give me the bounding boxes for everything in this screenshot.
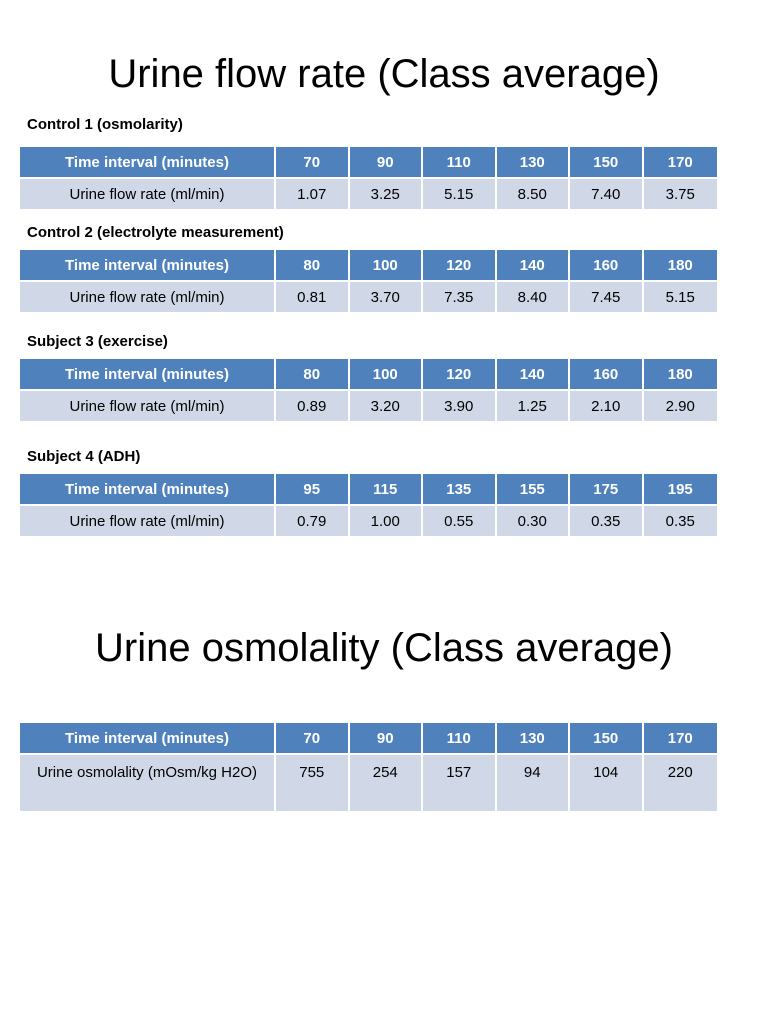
table-header-row: Time interval (minutes) 70 90 110 130 15… <box>20 723 717 755</box>
table-header-row: Time interval (minutes) 80 100 120 140 1… <box>20 359 717 391</box>
flow-rate-title: Urine flow rate (Class average) <box>108 52 660 96</box>
value-cell: 254 <box>349 755 423 811</box>
value-cell: 0.35 <box>643 506 717 536</box>
time-cell: 130 <box>496 723 570 755</box>
header-label-cell: Time interval (minutes) <box>20 147 276 179</box>
time-cell: 140 <box>496 250 570 282</box>
header-label-cell: Time interval (minutes) <box>20 250 276 282</box>
subject-3-table: Time interval (minutes) 80 100 120 140 1… <box>20 359 717 421</box>
value-cell: 104 <box>570 755 644 811</box>
time-cell: 100 <box>349 359 423 391</box>
table-row: Urine osmolality (mOsm/kg H2O) 755 254 1… <box>20 755 717 811</box>
time-cell: 90 <box>349 147 423 179</box>
control-1-table: Time interval (minutes) 70 90 110 130 15… <box>20 147 717 209</box>
value-cell: 8.50 <box>496 179 570 209</box>
time-cell: 70 <box>276 723 350 755</box>
osmolality-table: Time interval (minutes) 70 90 110 130 15… <box>20 723 717 811</box>
value-cell: 0.35 <box>570 506 644 536</box>
time-cell: 115 <box>349 474 423 506</box>
time-cell: 195 <box>643 474 717 506</box>
row-label-cell: Urine flow rate (ml/min) <box>20 391 276 421</box>
time-cell: 130 <box>496 147 570 179</box>
time-cell: 120 <box>423 359 497 391</box>
time-cell: 170 <box>643 147 717 179</box>
time-cell: 120 <box>423 250 497 282</box>
row-label-cell: Urine osmolality (mOsm/kg H2O) <box>20 755 276 811</box>
table-row: Urine flow rate (ml/min) 0.79 1.00 0.55 … <box>20 506 717 536</box>
value-cell: 3.25 <box>349 179 423 209</box>
value-cell: 220 <box>643 755 717 811</box>
time-cell: 175 <box>570 474 644 506</box>
time-cell: 95 <box>276 474 350 506</box>
table-row: Urine flow rate (ml/min) 0.89 3.20 3.90 … <box>20 391 717 421</box>
subject-3-caption: Subject 3 (exercise) <box>27 333 168 350</box>
row-label-cell: Urine flow rate (ml/min) <box>20 179 276 209</box>
value-cell: 5.15 <box>423 179 497 209</box>
subject-4-table: Time interval (minutes) 95 115 135 155 1… <box>20 474 717 536</box>
value-cell: 1.07 <box>276 179 350 209</box>
table-row: Urine flow rate (ml/min) 1.07 3.25 5.15 … <box>20 179 717 209</box>
value-cell: 7.35 <box>423 282 497 312</box>
value-cell: 0.81 <box>276 282 350 312</box>
value-cell: 8.40 <box>496 282 570 312</box>
time-cell: 135 <box>423 474 497 506</box>
value-cell: 7.40 <box>570 179 644 209</box>
control-2-table: Time interval (minutes) 80 100 120 140 1… <box>20 250 717 312</box>
table-header-row: Time interval (minutes) 95 115 135 155 1… <box>20 474 717 506</box>
value-cell: 3.90 <box>423 391 497 421</box>
value-cell: 755 <box>276 755 350 811</box>
time-cell: 80 <box>276 250 350 282</box>
control-2-caption: Control 2 (electrolyte measurement) <box>27 224 284 241</box>
time-cell: 80 <box>276 359 350 391</box>
value-cell: 94 <box>496 755 570 811</box>
value-cell: 7.45 <box>570 282 644 312</box>
time-cell: 155 <box>496 474 570 506</box>
value-cell: 3.20 <box>349 391 423 421</box>
value-cell: 3.75 <box>643 179 717 209</box>
time-cell: 150 <box>570 147 644 179</box>
header-label-cell: Time interval (minutes) <box>20 474 276 506</box>
value-cell: 0.30 <box>496 506 570 536</box>
time-cell: 160 <box>570 359 644 391</box>
value-cell: 1.25 <box>496 391 570 421</box>
time-cell: 100 <box>349 250 423 282</box>
value-cell: 3.70 <box>349 282 423 312</box>
time-cell: 160 <box>570 250 644 282</box>
value-cell: 2.10 <box>570 391 644 421</box>
time-cell: 110 <box>423 723 497 755</box>
time-cell: 70 <box>276 147 350 179</box>
value-cell: 1.00 <box>349 506 423 536</box>
time-cell: 180 <box>643 359 717 391</box>
control-1-caption: Control 1 (osmolarity) <box>27 116 183 133</box>
time-cell: 180 <box>643 250 717 282</box>
header-label-cell: Time interval (minutes) <box>20 359 276 391</box>
table-header-row: Time interval (minutes) 80 100 120 140 1… <box>20 250 717 282</box>
table-row: Urine flow rate (ml/min) 0.81 3.70 7.35 … <box>20 282 717 312</box>
time-cell: 90 <box>349 723 423 755</box>
table-header-row: Time interval (minutes) 70 90 110 130 15… <box>20 147 717 179</box>
subject-4-caption: Subject 4 (ADH) <box>27 448 141 465</box>
value-cell: 5.15 <box>643 282 717 312</box>
value-cell: 0.89 <box>276 391 350 421</box>
time-cell: 140 <box>496 359 570 391</box>
time-cell: 150 <box>570 723 644 755</box>
row-label-cell: Urine flow rate (ml/min) <box>20 506 276 536</box>
time-cell: 170 <box>643 723 717 755</box>
value-cell: 0.79 <box>276 506 350 536</box>
value-cell: 157 <box>423 755 497 811</box>
time-cell: 110 <box>423 147 497 179</box>
osmolality-title: Urine osmolality (Class average) <box>95 626 673 670</box>
value-cell: 2.90 <box>643 391 717 421</box>
row-label-cell: Urine flow rate (ml/min) <box>20 282 276 312</box>
header-label-cell: Time interval (minutes) <box>20 723 276 755</box>
value-cell: 0.55 <box>423 506 497 536</box>
